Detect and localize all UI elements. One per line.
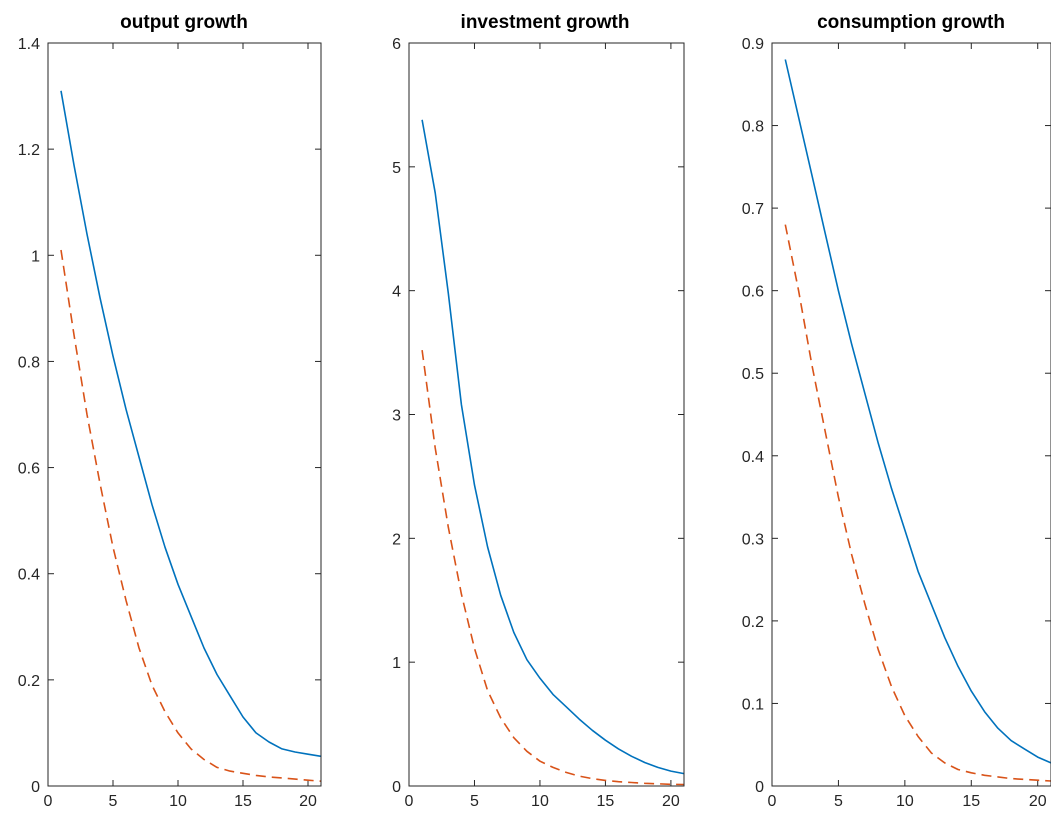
series-group	[784, 59, 1051, 782]
x-tick-label: 15	[962, 793, 980, 810]
x-tick-label: 5	[109, 793, 118, 810]
y-tick-label: 0.8	[742, 119, 764, 136]
y-tick-label: 0.3	[742, 531, 764, 548]
chart-title: investment growth	[461, 12, 630, 33]
tick-group: 0 5 10 15 20 0 0.2 0.4 0.6 0.8 1 1.2 1.4	[18, 36, 321, 810]
y-tick-label: 1	[31, 248, 40, 265]
x-tick-label: 15	[597, 793, 615, 810]
series-line-solid	[60, 90, 322, 758]
y-tick-label: 0.4	[18, 567, 40, 584]
series-group	[421, 119, 685, 786]
y-tick-label: 0.9	[742, 36, 764, 53]
series-line-solid	[421, 119, 685, 775]
x-tick-label: 0	[44, 793, 53, 810]
axes-box	[47, 42, 322, 787]
y-tick-label: 0	[392, 779, 401, 796]
y-tick-label: 6	[392, 36, 401, 53]
x-tick-label: 15	[234, 793, 252, 810]
axes-box	[408, 42, 685, 787]
x-tick-label: 5	[470, 793, 479, 810]
x-tick-label: 10	[531, 793, 549, 810]
y-tick-label: 0.6	[18, 461, 40, 478]
x-tick-label: 20	[1029, 793, 1047, 810]
chart-title: consumption growth	[817, 12, 1005, 33]
x-tick-label: 10	[169, 793, 187, 810]
y-tick-label: 0.8	[18, 354, 40, 371]
series-line-dashed	[60, 249, 322, 782]
x-tick-label: 10	[896, 793, 914, 810]
y-tick-label: 0.5	[742, 366, 764, 383]
y-tick-label: 0.2	[742, 614, 764, 631]
subplot-output-growth: output growth 0 5 10 15 20 0 0.2 0.4 0.6 0.8 1 1.2 1…	[18, 12, 322, 810]
y-tick-label: 1.4	[18, 36, 40, 53]
series-line-solid	[784, 59, 1051, 764]
series-group	[60, 90, 322, 782]
x-tick-label: 0	[768, 793, 777, 810]
series-line-dashed	[421, 349, 685, 786]
axes-box	[771, 42, 1051, 787]
chart-title: output growth	[120, 12, 248, 33]
x-tick-label: 20	[662, 793, 680, 810]
y-tick-label: 0	[755, 779, 764, 796]
x-tick-label: 20	[299, 793, 317, 810]
y-tick-label: 0.1	[742, 696, 764, 713]
y-tick-label: 3	[392, 408, 401, 425]
y-tick-label: 1	[392, 655, 401, 672]
y-tick-label: 0.4	[742, 449, 764, 466]
y-tick-label: 0.6	[742, 284, 764, 301]
x-tick-label: 0	[405, 793, 414, 810]
x-tick-label: 5	[834, 793, 843, 810]
tick-group: 0 5 10 15 20 0 1 2 3 4 5 6	[392, 36, 684, 810]
y-tick-label: 0.2	[18, 673, 40, 690]
subplot-investment-growth: investment growth 0 5 10 15 20 0 1 2 3 4 5 6	[392, 12, 685, 810]
y-tick-label: 1.2	[18, 142, 40, 159]
y-tick-label: 4	[392, 284, 401, 301]
y-tick-label: 0.7	[742, 201, 764, 218]
y-tick-label: 0	[31, 779, 40, 796]
y-tick-label: 5	[392, 160, 401, 177]
y-tick-label: 2	[392, 531, 401, 548]
series-line-dashed	[784, 224, 1051, 782]
subplot-consumption-growth: consumption growth 0 5 10 15 20 0 0.1 0.2 0.3 0.4…	[742, 12, 1051, 810]
